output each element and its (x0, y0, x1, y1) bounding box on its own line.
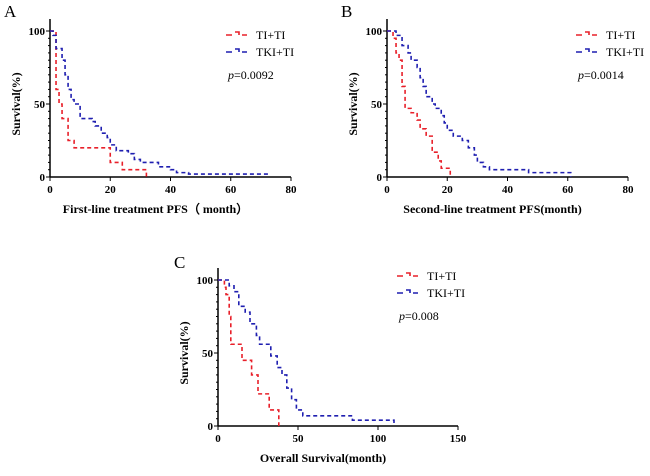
y-tick-label: 0 (40, 172, 46, 184)
x-tick-label: 80 (286, 184, 298, 196)
y-tick-label: 50 (371, 99, 383, 111)
panel-label: A (4, 2, 17, 21)
legend-swatch (226, 31, 247, 36)
km-panel-b: B 0 50 100 0 20 40 60 80 Second-line treatment PF… (341, 2, 644, 216)
legend-swatch (576, 48, 597, 53)
km-curve-tki-ti (218, 279, 395, 426)
y-axis-label: Survival(%) (346, 72, 360, 135)
x-tick-label: 20 (105, 184, 117, 196)
x-tick-label: 20 (442, 184, 454, 196)
legend-swatch (226, 48, 247, 53)
x-tick-label: 0 (384, 184, 390, 196)
y-tick-label: 50 (202, 348, 214, 360)
x-axis-label: First-line treatment PFS（ month） (63, 201, 248, 216)
legend-label: TI+TI (427, 269, 456, 283)
x-tick-label: 100 (370, 433, 387, 445)
p-value: =0.008 (405, 309, 439, 323)
y-tick-label: 50 (34, 99, 46, 111)
y-axis-label: Survival(%) (177, 321, 191, 384)
x-tick-label: 0 (215, 433, 221, 445)
x-tick-label: 0 (47, 184, 53, 196)
x-axis-label: Second-line treatment PFS(month) (403, 202, 581, 216)
y-tick-label: 100 (197, 275, 214, 287)
x-tick-label: 80 (623, 184, 635, 196)
x-tick-label: 60 (225, 184, 237, 196)
y-tick-label: 0 (208, 421, 214, 433)
panel-label: B (341, 2, 352, 21)
km-panel-c: C 0 50 100 0 50 100 150 Overall Survival(month) S… (174, 253, 467, 465)
legend-label: TKI+TI (256, 45, 294, 59)
p-symbol: p (577, 68, 584, 82)
y-tick-label: 0 (377, 172, 383, 184)
km-curve-ti-ti (50, 30, 148, 177)
x-tick-label: 40 (165, 184, 177, 196)
y-tick-label: 100 (366, 26, 383, 38)
x-tick-label: 60 (562, 184, 574, 196)
legend-swatch (397, 272, 418, 277)
y-axis-label: Survival(%) (9, 72, 23, 135)
legend-label: TI+TI (606, 28, 635, 42)
p-value-annotation: p=0.008 (398, 309, 439, 323)
x-tick-label: 50 (293, 433, 305, 445)
x-tick-label: 40 (502, 184, 514, 196)
p-symbol: p (227, 68, 234, 82)
y-tick-label: 100 (29, 26, 46, 38)
p-value-annotation: p=0.0092 (227, 68, 274, 82)
km-curve-tki-ti (387, 30, 572, 177)
legend-label: TKI+TI (427, 286, 465, 300)
legend-label: TI+TI (256, 28, 285, 42)
p-value: =0.0092 (234, 68, 274, 82)
p-symbol: p (398, 309, 405, 323)
km-curve-tki-ti (50, 30, 270, 175)
km-curve-ti-ti (387, 30, 452, 177)
km-curve-ti-ti (218, 279, 280, 426)
legend-label: TKI+TI (606, 45, 644, 59)
x-tick-label: 150 (450, 433, 467, 445)
legend-swatch (576, 31, 597, 36)
x-axis-label: Overall Survival(month) (260, 451, 386, 465)
panel-label: C (174, 253, 185, 272)
p-value: =0.0014 (584, 68, 624, 82)
km-panel-a: A 0 50 100 0 20 40 60 80 First-line treatment PFS… (4, 2, 297, 216)
legend-swatch (397, 289, 418, 294)
p-value-annotation: p=0.0014 (577, 68, 624, 82)
